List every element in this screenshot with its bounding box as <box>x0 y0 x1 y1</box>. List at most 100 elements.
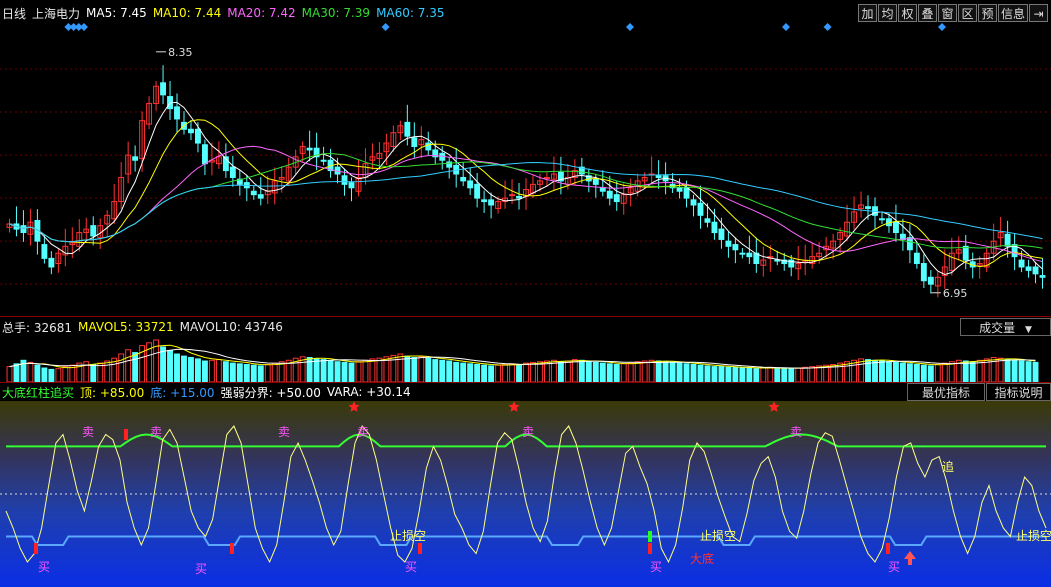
volume-bar <box>446 360 453 382</box>
volume-bar <box>174 353 180 382</box>
volume-bar <box>858 358 864 382</box>
best-indicator-button[interactable]: 最优指标 <box>907 383 985 401</box>
volume-bar <box>739 367 746 382</box>
candle-body <box>844 221 851 237</box>
volume-chart[interactable] <box>0 336 1051 382</box>
volume-bar <box>362 359 369 382</box>
indicator-help-button[interactable]: 指标说明 <box>986 383 1051 401</box>
candle-body <box>592 178 599 185</box>
volume-bar <box>334 361 341 382</box>
volume-bar <box>397 353 404 382</box>
volume-bar <box>578 359 585 382</box>
volume-bar <box>948 361 955 382</box>
candle-body <box>865 206 871 209</box>
toolbar-forecast-button[interactable]: 预 <box>978 4 997 22</box>
candle-body <box>913 252 920 265</box>
volume-bar <box>725 366 732 382</box>
toolbar-range-button[interactable]: 区 <box>958 4 977 22</box>
volume-bar <box>188 357 194 382</box>
indicator-top-label: 顶: +85.00 <box>80 385 145 400</box>
volume-bar <box>955 359 962 382</box>
volume-bar <box>118 353 125 382</box>
toolbar-add-button[interactable]: 加 <box>858 4 877 22</box>
volume-bar <box>523 362 529 382</box>
candle-body <box>146 102 153 125</box>
toolbar-average-button[interactable]: 均 <box>878 4 897 22</box>
period-label[interactable]: 日线 <box>2 6 27 21</box>
candle-body <box>83 228 90 234</box>
candle-body <box>976 263 983 266</box>
volume-bar <box>76 362 83 382</box>
volume-bar <box>6 366 13 382</box>
indicator-help-label: 指标说明 <box>994 386 1043 400</box>
volume-bar <box>753 368 760 382</box>
buy-signal-label: 买 <box>650 560 662 574</box>
candle-body <box>201 144 208 165</box>
stop-loss-label: 止损空 <box>390 529 426 543</box>
candle-body <box>418 139 425 146</box>
ma10-line <box>9 119 1043 268</box>
top-star-icon <box>768 401 780 412</box>
volume-selector[interactable]: 成交量 ▼ <box>960 318 1051 336</box>
volume-bar <box>962 360 969 382</box>
volume-bar <box>641 360 648 382</box>
volume-bar <box>683 363 690 382</box>
candle-body <box>446 161 453 168</box>
volume-bar <box>13 363 20 382</box>
candle-body <box>222 156 229 172</box>
sell-signal-label: 卖 <box>82 425 94 439</box>
volume-bar <box>327 360 334 382</box>
stop-loss-label: 止损空 <box>1016 529 1051 543</box>
volume-bar <box>418 356 425 382</box>
price-chart[interactable]: 8.35 6.95 <box>0 20 1051 316</box>
candle-body <box>132 156 139 161</box>
volume-bar <box>941 362 948 382</box>
candle-body <box>718 228 725 240</box>
volume-bar <box>913 364 920 382</box>
candle-body <box>215 156 222 165</box>
toolbar-info-button[interactable]: 信息 <box>998 4 1028 22</box>
volume-bar <box>146 342 153 382</box>
volume-bar <box>453 361 460 382</box>
toolbar-rights-button[interactable]: 权 <box>898 4 917 22</box>
volume-bar <box>920 364 927 382</box>
volume-bar <box>934 364 941 382</box>
red-buy-bar <box>34 543 38 554</box>
top-zone-line <box>6 433 1046 448</box>
volume-bar <box>278 361 285 382</box>
sell-signal-label: 卖 <box>278 425 290 439</box>
candle-body <box>153 85 160 104</box>
volume-bar <box>634 361 641 382</box>
volume-bar <box>229 362 236 382</box>
volume-bar <box>201 360 208 382</box>
collapse-panel-icon[interactable]: ⇥ <box>1029 4 1048 22</box>
toolbar-overlay-button[interactable]: 叠 <box>918 4 937 22</box>
volume-bar <box>348 362 355 382</box>
candle-body <box>997 232 1004 239</box>
volume-bar <box>906 363 913 382</box>
volume-bar <box>495 364 502 382</box>
candle-body <box>404 121 411 137</box>
volume-bar <box>250 364 257 382</box>
best-indicator-label: 最优指标 <box>921 386 970 400</box>
toolbar-window-button[interactable]: 窗 <box>938 4 957 22</box>
volume-bar <box>509 363 515 382</box>
up-arrow-icon <box>904 551 916 565</box>
volume-bar <box>976 359 983 382</box>
mavol10-line <box>9 348 1036 369</box>
volume-bar <box>760 367 767 382</box>
candle-body <box>955 249 962 254</box>
candle-body <box>571 170 578 178</box>
volume-bar <box>271 362 278 382</box>
indicator-strength-label: 强弱分界: +50.00 <box>220 385 321 400</box>
candle-body <box>278 176 285 180</box>
buy-signal-label: 买 <box>195 562 207 576</box>
top-star-icon <box>348 401 360 412</box>
volume-bar <box>676 362 683 382</box>
candle-body <box>858 204 864 209</box>
signal-diamond-icon <box>938 23 946 31</box>
candle-body <box>1025 266 1032 271</box>
volume-bar <box>983 358 990 382</box>
candle-body <box>816 252 823 258</box>
